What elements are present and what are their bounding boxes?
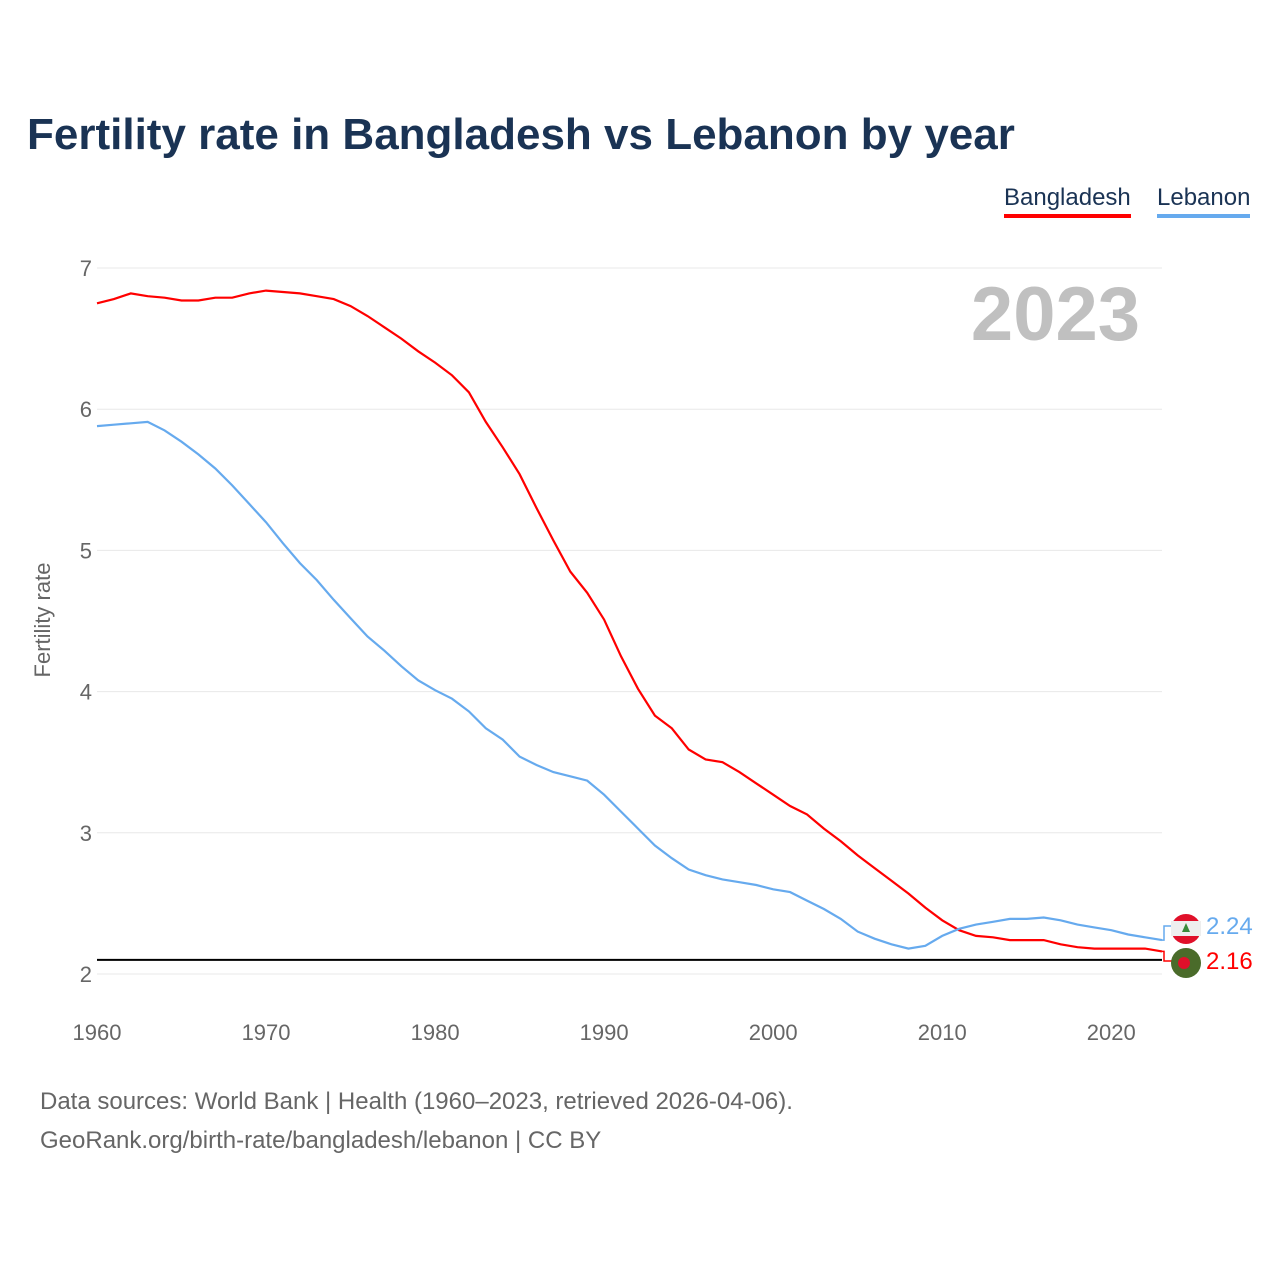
label-connector: [1162, 925, 1172, 941]
legend-lebanon[interactable]: Lebanon: [1157, 184, 1251, 218]
bangladesh-flag-disc: [1178, 957, 1190, 969]
year-watermark: 2023: [971, 272, 1140, 357]
x-tick-label: 2010: [918, 1020, 967, 1045]
y-axis-label: Fertility rate: [30, 563, 55, 678]
chart-title: Fertility rate in Bangladesh vs Lebanon …: [27, 110, 1015, 159]
y-tick-label: 6: [80, 397, 92, 422]
x-tick-label: 2000: [749, 1020, 798, 1045]
series-line-lebanon: [96, 420, 1163, 950]
x-tick-label: 1960: [73, 1020, 122, 1045]
end-value-label: 2.16: [1206, 948, 1253, 975]
x-tick-label: 2020: [1087, 1020, 1136, 1045]
y-tick-label: 3: [80, 821, 92, 846]
end-value-label: 2.24: [1206, 913, 1253, 940]
x-tick-label: 1980: [411, 1020, 460, 1045]
cedar-icon: [1182, 923, 1190, 932]
x-tick-label: 1990: [580, 1020, 629, 1045]
footer-link[interactable]: GeoRank.org/birth-rate/bangladesh/lebano…: [40, 1127, 602, 1154]
y-tick-label: 7: [80, 256, 92, 281]
label-connector: [1162, 950, 1172, 962]
series-line-bangladesh: [96, 289, 1163, 953]
y-tick-label: 2: [80, 962, 92, 987]
y-tick-label: 4: [80, 680, 92, 705]
legend-bangladesh[interactable]: Bangladesh: [1004, 184, 1131, 218]
y-tick-label: 5: [80, 538, 92, 563]
x-tick-label: 1970: [242, 1020, 291, 1045]
footer-sources: Data sources: World Bank | Health (1960–…: [40, 1088, 793, 1115]
